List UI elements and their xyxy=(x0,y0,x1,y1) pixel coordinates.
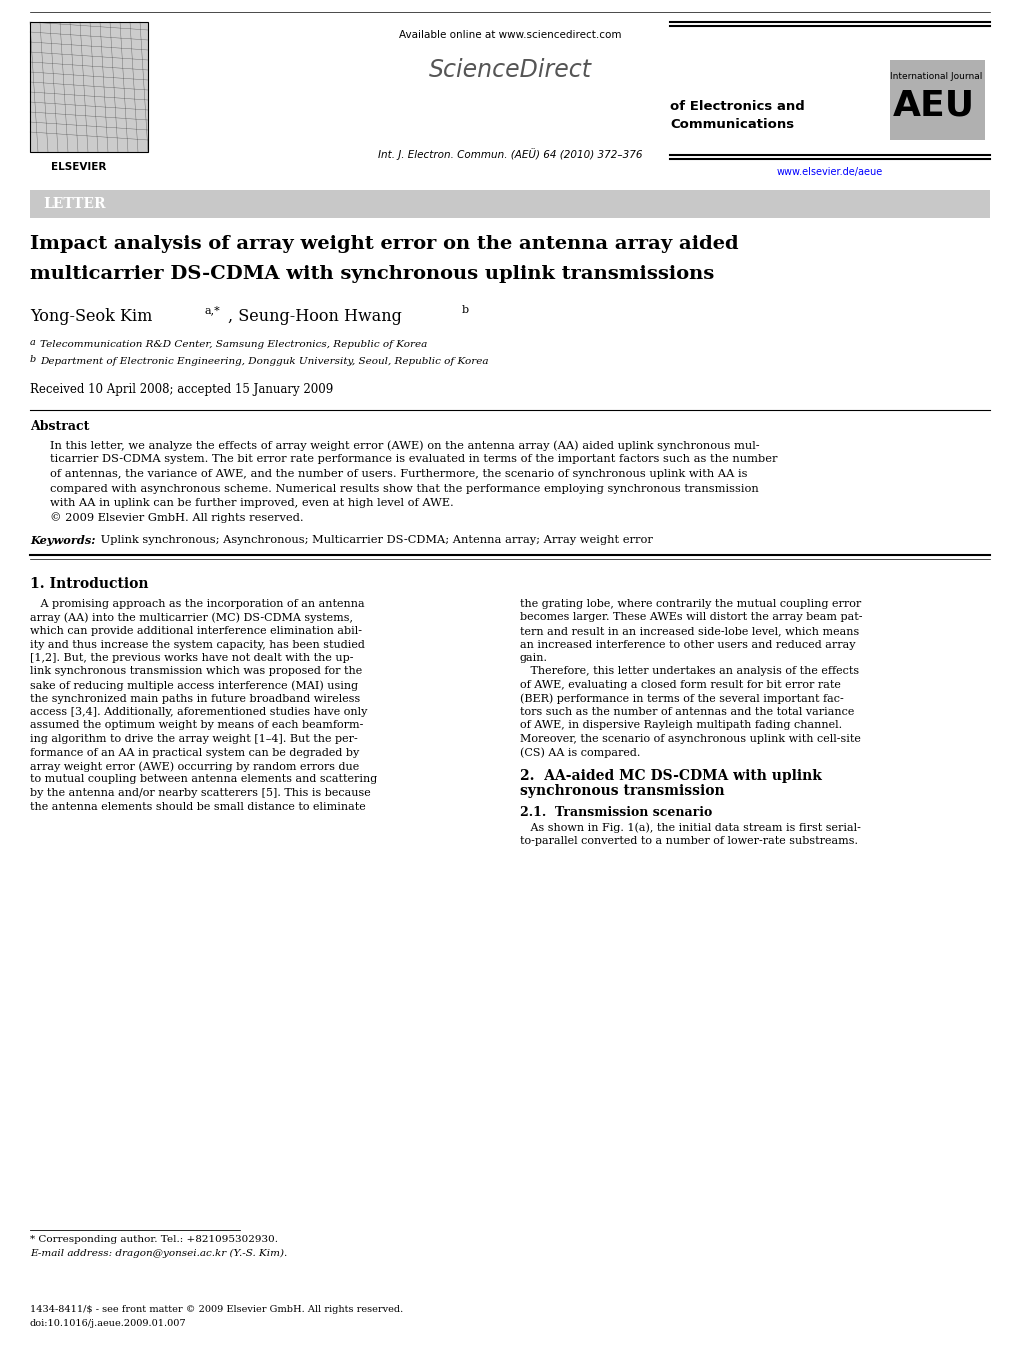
Text: Moreover, the scenario of asynchronous uplink with cell-site: Moreover, the scenario of asynchronous u… xyxy=(520,734,860,744)
Text: * Corresponding author. Tel.: +821095302930.: * Corresponding author. Tel.: +821095302… xyxy=(30,1235,278,1244)
Text: Int. J. Electron. Commun. (AEÜ) 64 (2010) 372–376: Int. J. Electron. Commun. (AEÜ) 64 (2010… xyxy=(377,149,642,159)
Text: 1. Introduction: 1. Introduction xyxy=(30,577,149,590)
Text: a: a xyxy=(30,338,36,347)
Text: compared with asynchronous scheme. Numerical results show that the performance e: compared with asynchronous scheme. Numer… xyxy=(50,484,758,493)
Text: [1,2]. But, the previous works have not dealt with the up-: [1,2]. But, the previous works have not … xyxy=(30,653,354,663)
Text: 2.  AA-aided MC DS-CDMA with uplink: 2. AA-aided MC DS-CDMA with uplink xyxy=(520,769,821,784)
Text: Uplink synchronous; Asynchronous; Multicarrier DS-CDMA; Antenna array; Array wei: Uplink synchronous; Asynchronous; Multic… xyxy=(97,535,652,544)
Text: Department of Electronic Engineering, Dongguk University, Seoul, Republic of Kor: Department of Electronic Engineering, Do… xyxy=(40,357,488,366)
Text: b: b xyxy=(30,355,37,363)
Text: AEU: AEU xyxy=(892,88,974,122)
Text: E-mail address: dragon@yonsei.ac.kr (Y.-S. Kim).: E-mail address: dragon@yonsei.ac.kr (Y.-… xyxy=(30,1250,287,1258)
Bar xyxy=(30,22,148,153)
Text: 1434-8411/$ - see front matter © 2009 Elsevier GmbH. All rights reserved.: 1434-8411/$ - see front matter © 2009 El… xyxy=(30,1305,403,1315)
Text: www.elsevier.de/aeue: www.elsevier.de/aeue xyxy=(776,168,882,177)
Text: gain.: gain. xyxy=(520,653,547,663)
Text: 2.1.  Transmission scenario: 2.1. Transmission scenario xyxy=(520,807,711,819)
Text: LETTER: LETTER xyxy=(43,197,105,211)
Bar xyxy=(890,59,984,141)
Text: Available online at www.sciencedirect.com: Available online at www.sciencedirect.co… xyxy=(398,30,621,41)
Text: International Journal: International Journal xyxy=(890,72,981,81)
Text: by the antenna and/or nearby scatterers [5]. This is because: by the antenna and/or nearby scatterers … xyxy=(30,788,370,798)
Text: array weight error (AWE) occurring by random errors due: array weight error (AWE) occurring by ra… xyxy=(30,761,359,771)
Text: sake of reducing multiple access interference (MAI) using: sake of reducing multiple access interfe… xyxy=(30,680,358,690)
Text: b: b xyxy=(462,305,469,315)
Text: A promising approach as the incorporation of an antenna: A promising approach as the incorporatio… xyxy=(30,598,364,609)
Text: Therefore, this letter undertakes an analysis of the effects: Therefore, this letter undertakes an ana… xyxy=(520,666,858,677)
Text: Communications: Communications xyxy=(669,118,794,131)
Text: which can provide additional interference elimination abil-: which can provide additional interferenc… xyxy=(30,626,362,636)
Text: of AWE, in dispersive Rayleigh multipath fading channel.: of AWE, in dispersive Rayleigh multipath… xyxy=(520,720,842,731)
Text: to mutual coupling between antenna elements and scattering: to mutual coupling between antenna eleme… xyxy=(30,774,377,785)
Text: a,*: a,* xyxy=(205,305,220,315)
Text: ELSEVIER: ELSEVIER xyxy=(51,162,107,172)
Text: doi:10.1016/j.aeue.2009.01.007: doi:10.1016/j.aeue.2009.01.007 xyxy=(30,1319,186,1328)
Text: to-parallel converted to a number of lower-rate substreams.: to-parallel converted to a number of low… xyxy=(520,835,857,846)
Text: As shown in Fig. 1(a), the initial data stream is first serial-: As shown in Fig. 1(a), the initial data … xyxy=(520,821,860,832)
Text: of Electronics and: of Electronics and xyxy=(669,100,804,113)
Text: array (AA) into the multicarrier (MC) DS-CDMA systems,: array (AA) into the multicarrier (MC) DS… xyxy=(30,612,353,623)
Text: , Seung-Hoon Hwang: , Seung-Hoon Hwang xyxy=(228,308,401,326)
Text: ScienceDirect: ScienceDirect xyxy=(428,58,591,82)
Text: Received 10 April 2008; accepted 15 January 2009: Received 10 April 2008; accepted 15 Janu… xyxy=(30,382,333,396)
Text: Yong-Seok Kim: Yong-Seok Kim xyxy=(30,308,152,326)
Text: with AA in uplink can be further improved, even at high level of AWE.: with AA in uplink can be further improve… xyxy=(50,499,453,508)
Text: of AWE, evaluating a closed form result for bit error rate: of AWE, evaluating a closed form result … xyxy=(520,680,840,690)
Text: © 2009 Elsevier GmbH. All rights reserved.: © 2009 Elsevier GmbH. All rights reserve… xyxy=(50,512,304,523)
Text: formance of an AA in practical system can be degraded by: formance of an AA in practical system ca… xyxy=(30,747,359,758)
Text: the grating lobe, where contrarily the mutual coupling error: the grating lobe, where contrarily the m… xyxy=(520,598,860,609)
Text: tors such as the number of antennas and the total variance: tors such as the number of antennas and … xyxy=(520,707,854,717)
Text: ity and thus increase the system capacity, has been studied: ity and thus increase the system capacit… xyxy=(30,639,365,650)
Text: multicarrier DS-CDMA with synchronous uplink transmissions: multicarrier DS-CDMA with synchronous up… xyxy=(30,265,713,282)
Text: ing algorithm to drive the array weight [1–4]. But the per-: ing algorithm to drive the array weight … xyxy=(30,734,358,744)
Text: link synchronous transmission which was proposed for the: link synchronous transmission which was … xyxy=(30,666,362,677)
Text: becomes larger. These AWEs will distort the array beam pat-: becomes larger. These AWEs will distort … xyxy=(520,612,862,623)
Text: ticarrier DS-CDMA system. The bit error rate performance is evaluated in terms o: ticarrier DS-CDMA system. The bit error … xyxy=(50,454,776,465)
Text: access [3,4]. Additionally, aforementioned studies have only: access [3,4]. Additionally, aforemention… xyxy=(30,707,367,717)
Text: In this letter, we analyze the effects of array weight error (AWE) on the antenn: In this letter, we analyze the effects o… xyxy=(50,440,759,451)
Text: synchronous transmission: synchronous transmission xyxy=(520,784,723,798)
Text: the synchronized main paths in future broadband wireless: the synchronized main paths in future br… xyxy=(30,693,360,704)
Text: Telecommunication R&D Center, Samsung Electronics, Republic of Korea: Telecommunication R&D Center, Samsung El… xyxy=(40,340,427,349)
Text: the antenna elements should be small distance to eliminate: the antenna elements should be small dis… xyxy=(30,801,366,812)
Text: (BER) performance in terms of the several important fac-: (BER) performance in terms of the severa… xyxy=(520,693,843,704)
Text: tern and result in an increased side-lobe level, which means: tern and result in an increased side-lob… xyxy=(520,626,858,636)
Text: an increased interference to other users and reduced array: an increased interference to other users… xyxy=(520,639,855,650)
Text: (CS) AA is compared.: (CS) AA is compared. xyxy=(520,747,640,758)
Text: Abstract: Abstract xyxy=(30,420,90,434)
Text: Impact analysis of array weight error on the antenna array aided: Impact analysis of array weight error on… xyxy=(30,235,738,253)
Text: Keywords:: Keywords: xyxy=(30,535,96,546)
Text: of antennas, the variance of AWE, and the number of users. Furthermore, the scen: of antennas, the variance of AWE, and th… xyxy=(50,469,747,480)
Bar xyxy=(30,190,989,218)
Text: assumed the optimum weight by means of each beamform-: assumed the optimum weight by means of e… xyxy=(30,720,363,731)
